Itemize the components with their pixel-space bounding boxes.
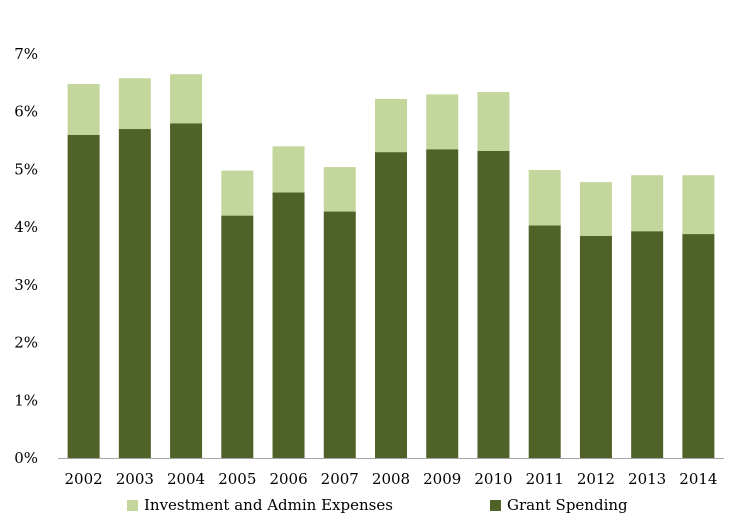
bar-investment-admin [272,146,305,193]
bar-grant-spending [477,150,510,458]
y-tick-label: 1% [14,391,38,409]
bar-investment-admin [631,175,664,232]
x-tick-label: 2008 [372,470,410,488]
x-tick-label: 2002 [65,470,103,488]
y-tick-label: 3% [14,276,38,294]
bar-grant-spending [323,211,356,458]
legend: Investment and Admin Expenses Grant Spen… [0,494,750,516]
bar-investment-admin [67,84,100,135]
bar-investment-admin [375,99,407,153]
bar-investment-admin [118,78,151,130]
x-tick-label: 2009 [423,470,461,488]
y-tick-label: 4% [14,218,38,236]
bar-investment-admin [682,175,715,235]
bar-grant-spending [67,134,100,459]
bar-grant-spending [631,231,664,458]
bar-investment-admin [477,92,510,151]
bar-grant-spending [170,123,203,458]
bar-investment-admin [528,170,561,226]
legend-item-investment-admin: Investment and Admin Expenses [127,494,393,516]
x-tick-label: 2013 [628,470,666,488]
x-tick-label: 2007 [321,470,359,488]
x-tick-label: 2003 [116,470,154,488]
x-tick-label: 2012 [577,470,615,488]
y-tick-label: 5% [14,160,38,178]
bar-investment-admin [170,74,203,124]
bar-investment-admin [221,170,254,216]
bar-grant-spending [221,215,254,458]
x-tick-label: 2011 [526,470,564,488]
legend-swatch-investment-admin [127,499,138,511]
y-tick-label: 7% [14,45,38,63]
bar-investment-admin [323,167,356,212]
x-tick-label: 2005 [218,470,256,488]
bar-investment-admin [579,182,612,236]
x-tick-label: 2004 [167,470,205,488]
x-axis-tick-labels: 2002 2003 2004 2005 2006 2007 2008 2009 2010 2011… [65,470,718,488]
bar-investment-admin [426,94,459,150]
bar-grant-spending [579,235,612,458]
x-tick-label: 2006 [269,470,307,488]
bar-grant-spending [528,225,561,458]
y-axis-tick-labels: 0% 1% 2% 3% 4% 5% 6% 7% [14,45,38,467]
legend-label-grant-spending: Grant Spending [507,496,628,514]
x-tick-label: 2010 [474,470,512,488]
bar-grant-spending [118,129,151,458]
bar-grant-spending [682,234,715,458]
legend-label-investment-admin: Investment and Admin Expenses [144,496,393,514]
x-tick-label: 2014 [679,470,717,488]
legend-item-grant-spending: Grant Spending [490,494,628,516]
stacked-bar-chart: 0%1%2%3%4%5%6%7% 2002 2003 2004 2005 2006 200… [14,45,724,488]
bar-grant-spending [426,149,459,458]
y-tick-label: 6% [14,103,38,121]
bar-grant-spending [272,192,305,458]
y-tick-label: 2% [14,334,38,352]
bar-grant-spending [375,152,407,458]
y-tick-label: 0% [14,449,38,467]
legend-swatch-grant-spending [490,499,501,511]
bars [67,74,715,459]
